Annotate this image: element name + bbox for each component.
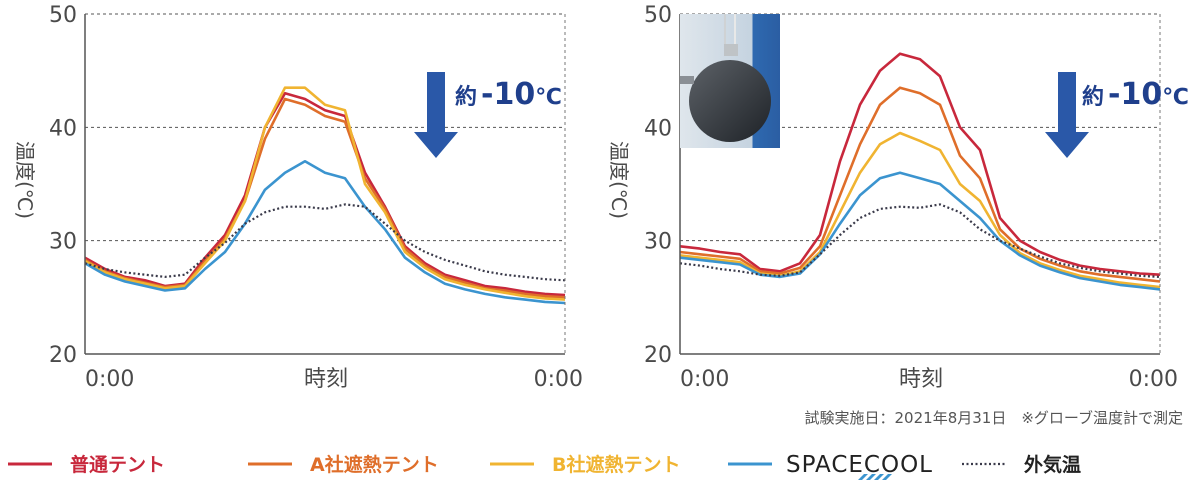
svg-text:約-10℃: 約 -10℃ [455,77,562,112]
spacecool-logo: SPACECOOL [786,452,933,478]
series-line-spacecool [84,160,566,305]
legend-item-spacecool: SPACECOOL [728,452,933,480]
series-line-b [84,86,566,301]
y-tick-label: 20 [644,343,672,368]
legend-item-a: A社遮熱テント [248,453,439,476]
y-tick-label: 40 [49,116,77,141]
globe-thermometer-photo [680,14,780,148]
right-chart-panel: 20 30 40 50 0:00 0:00 温度(℃) 時刻 約 -10℃ [607,3,1189,392]
annotation-unit: ℃ [1162,85,1189,110]
legend-item-normal: 普通テント [8,453,165,476]
series-line-spacecool [679,171,1161,291]
legend-label: B社遮熱テント [552,453,680,476]
annotation-prefix: 約 [455,84,477,110]
annotation-value: -10 [481,77,535,112]
logo-stripe [882,474,892,480]
x-tick-label: 0:00 [85,367,134,392]
y-tick-label: 30 [644,230,672,255]
logo-stripe [858,474,868,480]
series-line-outdoor [84,203,566,282]
annotation-value: -10 [1108,77,1162,112]
svg-text:約-10℃: 約 -10℃ [1082,77,1189,112]
y-tick-label: 30 [49,230,77,255]
right-y-axis-title: 温度(℃) [607,141,631,219]
y-tick-label: 50 [644,3,672,28]
series-line-normal [679,52,1161,276]
annotation-unit: ℃ [535,85,562,110]
logo-stripe [874,474,884,480]
series-line-normal [84,92,566,297]
test-note: 試験実施日：2021年8月31日 ※グローブ温度計で測定 [805,409,1183,427]
x-tick-label: 0:00 [680,367,729,392]
left-chart-panel: 20 30 40 50 0:00 0:00 温度(℃) 時刻 約 -10℃ [13,3,583,392]
legend-label: A社遮熱テント [310,453,439,476]
y-tick-label: 50 [49,3,77,28]
legend-item-b: B社遮熱テント [490,453,680,476]
y-tick-label: 40 [644,116,672,141]
series-line-a [84,97,566,299]
right-annotation: 約 -10℃ [1045,72,1189,158]
annotation-prefix: 約 [1082,84,1104,110]
x-tick-label: 0:00 [534,367,583,392]
legend-item-outdoor: 外気温 [962,453,1081,476]
legend-label: 外気温 [1024,453,1081,476]
legend-label: 普通テント [70,453,165,476]
left-annotation: 約 -10℃ [414,72,562,158]
left-y-axis-title: 温度(℃) [13,141,37,219]
down-arrow-icon [1045,72,1089,158]
series-line-a [679,86,1161,283]
left-x-axis-title: 時刻 [304,367,348,392]
right-x-axis-title: 時刻 [899,367,943,392]
down-arrow-icon [414,72,458,158]
logo-stripe [866,474,876,480]
x-tick-label: 0:00 [1129,367,1178,392]
legend: 普通テント A社遮熱テント B社遮熱テント SPACECOOL 外気温 [8,452,1081,480]
y-tick-label: 20 [49,343,77,368]
